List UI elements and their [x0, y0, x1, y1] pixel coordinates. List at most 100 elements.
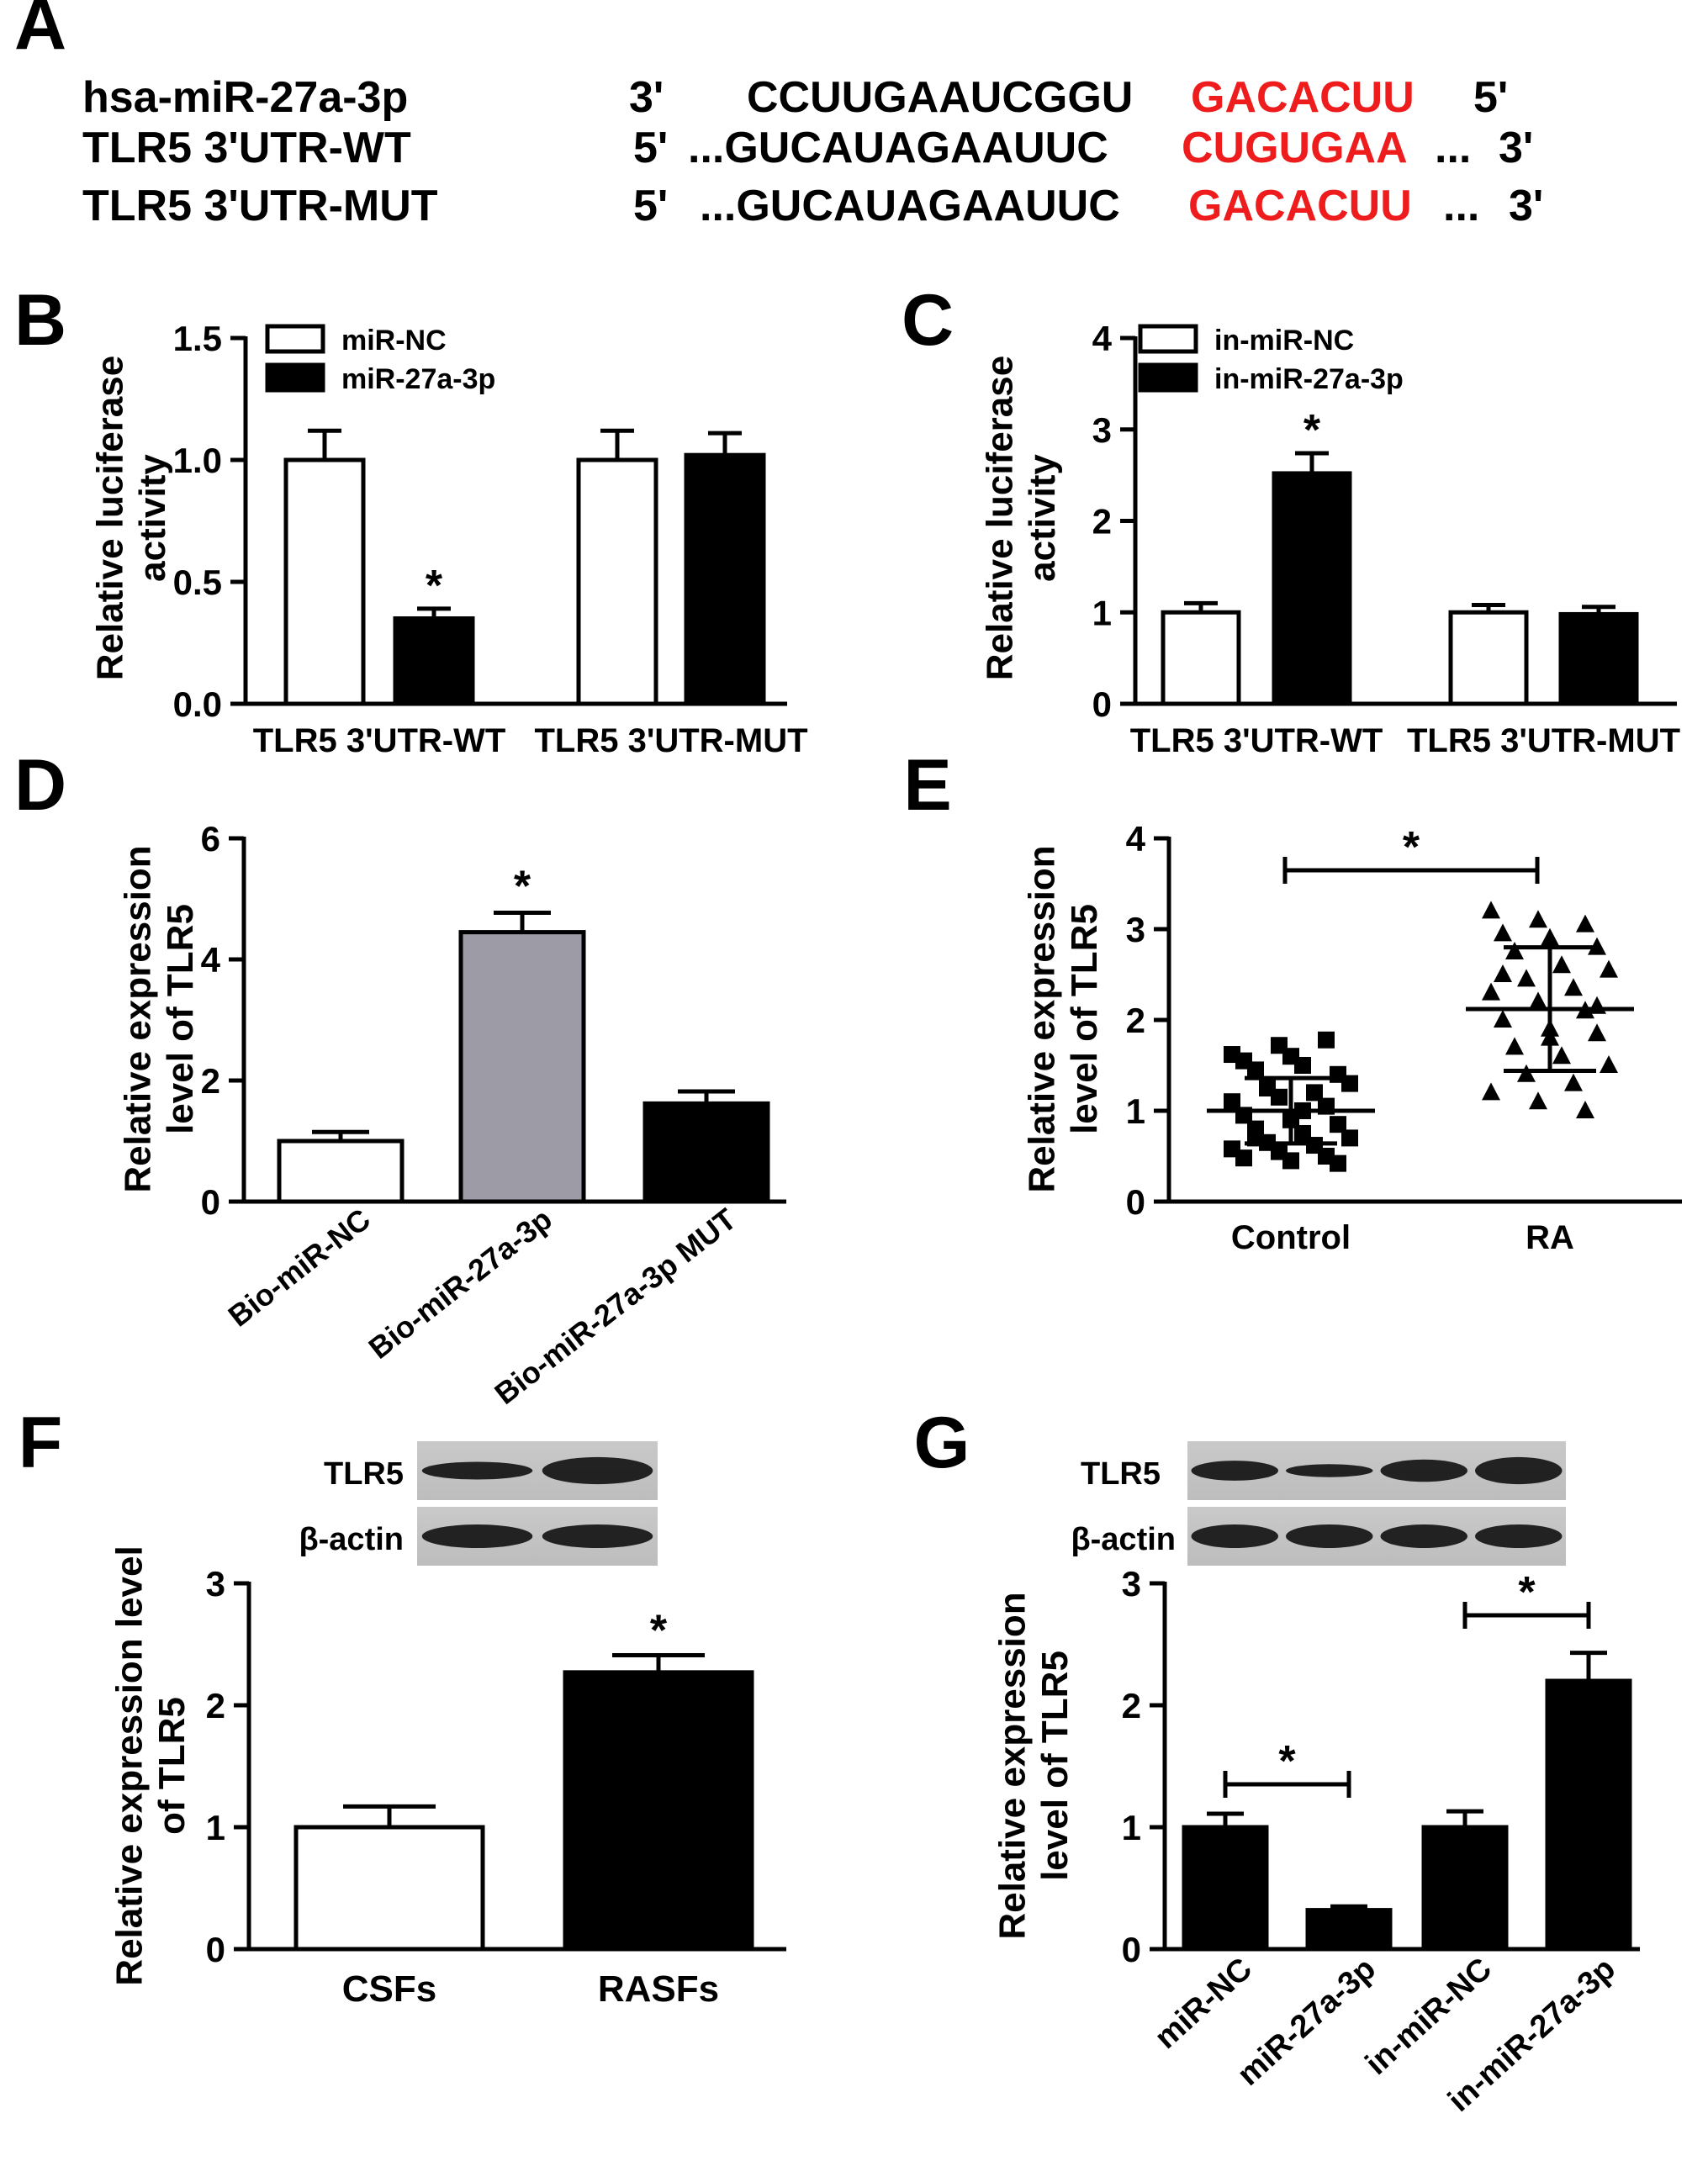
- panel-b-group-label: TLR5 3'UTR-MUT: [534, 722, 807, 759]
- panel-f-blot-actin-band: [542, 1524, 653, 1548]
- panel-e-point: [1505, 1037, 1524, 1055]
- panel-g-bar: [1182, 1825, 1269, 1952]
- panel-e-point: [1294, 1057, 1311, 1074]
- panel-c-ylabel-line: Relative luciferase: [979, 356, 1020, 680]
- sequence-ellipsis: ...: [1435, 124, 1472, 172]
- panel-f-blot-tlr5-band: [542, 1456, 653, 1485]
- panel-b-bar: [684, 452, 766, 706]
- panel-e-point: [1576, 914, 1594, 933]
- panel-b-group-label: TLR5 3'UTR-WT: [253, 722, 506, 759]
- panel-e-point: [1271, 1088, 1288, 1106]
- panel-b-legend-swatch: [265, 324, 325, 354]
- panel-d-y-tick-label: 6: [201, 819, 220, 859]
- panel-e-point: [1552, 955, 1571, 974]
- panel-letter-g: G: [914, 1403, 970, 1483]
- panel-d-bar: [458, 930, 586, 1204]
- panel-e-point: [1282, 1152, 1299, 1170]
- panel-g-blot-tlr5-band: [1286, 1464, 1373, 1477]
- panel-f-y-tick-label: 1: [206, 1808, 225, 1847]
- sequence-prefix: CCUUGAAUCGGU: [747, 73, 1134, 122]
- panel-e-point: [1588, 937, 1606, 955]
- panel-d-ylabel-line: Relative expression: [117, 845, 158, 1192]
- panel-e-point: [1588, 1023, 1606, 1042]
- panel-d-category-label: Bio-miR-NC: [222, 1202, 377, 1334]
- panel-c-bar: [1558, 611, 1639, 706]
- panel-f-ylabel: Relative expression levelof TLR5: [108, 1545, 193, 1985]
- panel-f-y-tick-label: 0: [206, 1930, 225, 1969]
- panel-g-y-tick-label: 0: [1122, 1930, 1141, 1969]
- panel-c-y-tick-label: 2: [1092, 502, 1112, 542]
- panel-g-bar: [1305, 1908, 1393, 1952]
- panel-f-blot-actin-band: [421, 1524, 533, 1548]
- panel-e-ylabel-line: level of TLR5: [1064, 904, 1105, 1134]
- panel-e-point: [1482, 901, 1500, 919]
- panel-d-significance-star: *: [514, 863, 531, 911]
- panel-d-bar: [277, 1139, 405, 1204]
- panel-e-point: [1517, 969, 1536, 987]
- sequence-end-left: 5': [633, 124, 669, 172]
- panel-b-ylabel-line: Relative luciferase: [89, 356, 130, 680]
- sequence-ellipsis: ...: [1443, 182, 1480, 230]
- panel-b-significance-star: *: [426, 562, 443, 610]
- panel-g-ylabel-line: Relative expression: [991, 1592, 1033, 1939]
- panel-e-point: [1224, 1093, 1240, 1111]
- panel-f-y-tick-label: 3: [206, 1564, 225, 1604]
- panel-g-significance-star: *: [1278, 1737, 1296, 1786]
- panel-g-blot-actin-band: [1286, 1524, 1373, 1548]
- panel-b-legend-label: miR-27a-3p: [341, 363, 495, 395]
- panel-g-y-tick-label: 3: [1122, 1564, 1141, 1604]
- panel-e-y-tick-label: 0: [1126, 1182, 1145, 1222]
- panel-e-y-tick-label: 3: [1126, 910, 1145, 949]
- panel-g-blot-tlr5-band: [1191, 1461, 1278, 1481]
- panel-d-y-tick-label: 2: [201, 1061, 220, 1101]
- panel-e-point: [1247, 1061, 1264, 1079]
- panel-b-legend-swatch: [265, 362, 325, 393]
- panel-f-blot-tlr5-band: [421, 1461, 533, 1480]
- panel-e-ylabel: Relative expressionlevel of TLR5: [1021, 845, 1105, 1192]
- panel-b-bar: [576, 457, 658, 706]
- panel-f-bar: [563, 1670, 754, 1952]
- panel-letter-a: A: [14, 0, 66, 65]
- panel-g-bar: [1421, 1825, 1509, 1952]
- panel-b-ylabel: Relative luciferaseactivity: [89, 356, 173, 680]
- panel-g-blot-tlr5-band: [1380, 1459, 1467, 1482]
- panel-c-y-tick-label: 1: [1092, 593, 1112, 632]
- sequence-prefix: ...GUCAUAGAAUUC: [688, 124, 1108, 172]
- panel-e-category-label: Control: [1231, 1219, 1351, 1256]
- panel-g-blot-label-actin: β-actin: [1071, 1522, 1176, 1557]
- sequence-prefix: ...GUCAUAGAAUUC: [700, 182, 1120, 230]
- panel-g-blot-label-tlr5: TLR5: [1081, 1456, 1161, 1492]
- panel-f-ylabel-line: Relative expression level: [108, 1545, 150, 1985]
- panel-g-blot-actin-band: [1191, 1524, 1278, 1548]
- panel-c-ylabel: Relative luciferaseactivity: [979, 356, 1063, 680]
- panel-f-y-tick-label: 2: [206, 1686, 225, 1725]
- panel-e-point: [1517, 1064, 1536, 1082]
- panel-e-y-tick-label: 2: [1126, 1001, 1145, 1040]
- panel-letter-b: B: [14, 280, 66, 361]
- panel-e-point: [1235, 1149, 1252, 1167]
- panel-b-bar: [283, 457, 366, 706]
- panel-e-significance-star: *: [1403, 823, 1420, 872]
- sequence-seed-highlight: GACACUU: [1188, 182, 1412, 230]
- panel-b-y-tick-label: 1.0: [173, 441, 222, 480]
- panel-e-point: [1529, 910, 1547, 928]
- panel-b-bar: [393, 616, 475, 706]
- sequence-end-left: 5': [633, 182, 669, 230]
- sequence-end-right: 3': [1509, 182, 1544, 230]
- panel-letter-d: D: [14, 745, 66, 826]
- panel-e-point: [1482, 1082, 1500, 1101]
- sequence-seed-highlight: CUGUGAA: [1182, 124, 1408, 172]
- panel-g-y-tick-label: 1: [1122, 1808, 1141, 1847]
- panel-d-y-tick-label: 0: [201, 1182, 220, 1222]
- panel-e-point: [1541, 927, 1559, 946]
- panel-c-legend-label: in-miR-NC: [1214, 325, 1354, 357]
- panel-c-ylabel-line: activity: [1022, 454, 1063, 582]
- panel-e-point: [1552, 1046, 1571, 1065]
- panel-c-y-tick-label: 3: [1092, 410, 1112, 450]
- panel-d-ylabel: Relative expressionlevel of TLR5: [117, 845, 201, 1192]
- panel-c-legend-label: in-miR-27a-3p: [1214, 363, 1404, 395]
- panel-d-category-label: Bio-miR-27a-3p: [362, 1202, 558, 1366]
- panel-e-point: [1600, 1055, 1618, 1073]
- panel-e-point: [1494, 1010, 1512, 1028]
- panel-e-point: [1494, 923, 1512, 942]
